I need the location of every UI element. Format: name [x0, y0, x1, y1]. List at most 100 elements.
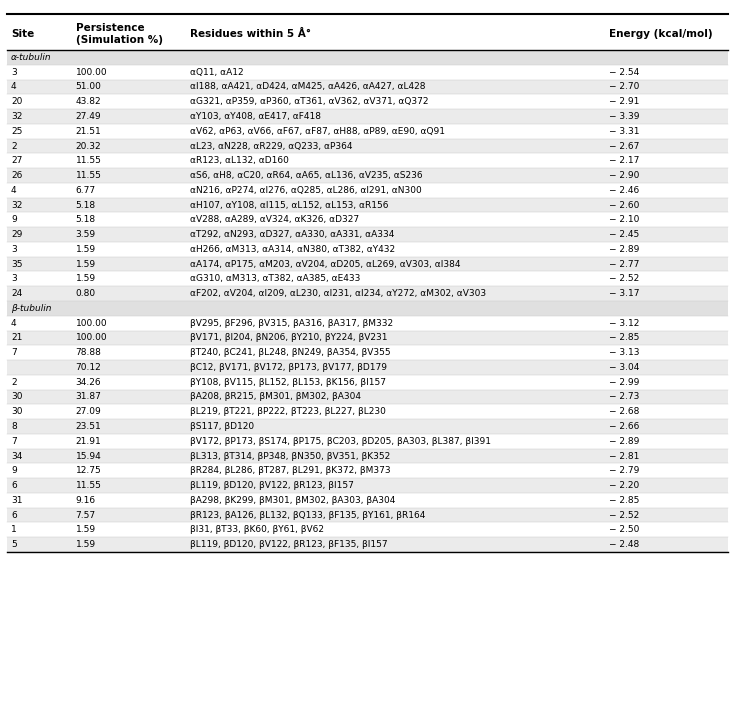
Text: 27.09: 27.09: [76, 407, 101, 416]
Text: 32: 32: [11, 200, 22, 209]
Text: − 2.73: − 2.73: [609, 392, 639, 401]
Text: 2: 2: [11, 378, 17, 387]
Text: 12.75: 12.75: [76, 466, 101, 475]
Text: βV172, βP173, βS174, βP175, βC203, βD205, βA303, βL387, βI391: βV172, βP173, βS174, βP175, βC203, βD205…: [190, 437, 491, 446]
Text: 1.59: 1.59: [76, 540, 96, 549]
Text: 8: 8: [11, 422, 17, 431]
Bar: [7, 109, 728, 124]
Text: 5.18: 5.18: [76, 215, 96, 224]
Text: 34: 34: [11, 451, 22, 460]
Bar: [7, 271, 728, 286]
Text: 1: 1: [11, 525, 17, 534]
Text: βL119, βD120, βV122, βR123, βF135, βI157: βL119, βD120, βV122, βR123, βF135, βI157: [190, 540, 387, 549]
Text: 27: 27: [11, 156, 22, 165]
Bar: [7, 301, 728, 316]
Text: − 2.67: − 2.67: [609, 141, 639, 150]
Text: − 2.17: − 2.17: [609, 156, 639, 165]
Text: 0.80: 0.80: [76, 289, 96, 298]
Bar: [7, 94, 728, 109]
Text: 6: 6: [11, 510, 17, 520]
Text: 30: 30: [11, 407, 23, 416]
Text: αA174, αP175, αM203, αV204, αD205, αL269, αV303, αI384: αA174, αP175, αM203, αV204, αD205, αL269…: [190, 259, 460, 269]
Text: βL119, βD120, βV122, βR123, βI157: βL119, βD120, βV122, βR123, βI157: [190, 481, 354, 490]
Text: βA298, βK299, βM301, βM302, βA303, βA304: βA298, βK299, βM301, βM302, βA303, βA304: [190, 496, 395, 505]
Text: 31: 31: [11, 496, 23, 505]
Text: 24: 24: [11, 289, 22, 298]
Text: − 2.91: − 2.91: [609, 97, 639, 106]
Text: αV288, αA289, αV324, αK326, αD327: αV288, αA289, αV324, αK326, αD327: [190, 215, 359, 224]
Bar: [7, 493, 728, 508]
Bar: [7, 389, 728, 404]
Text: 9: 9: [11, 215, 17, 224]
Text: 20: 20: [11, 97, 22, 106]
Text: 23.51: 23.51: [76, 422, 101, 431]
Text: − 2.89: − 2.89: [609, 245, 639, 254]
Bar: [7, 212, 728, 227]
Text: αG321, αP359, αP360, αT361, αV362, αV371, αQ372: αG321, αP359, αP360, αT361, αV362, αV371…: [190, 97, 428, 106]
Text: − 2.20: − 2.20: [609, 481, 639, 490]
Bar: [7, 124, 728, 138]
Text: 35: 35: [11, 259, 23, 269]
Text: αS6, αH8, αC20, αR64, αA65, αL136, αV235, αS236: αS6, αH8, αC20, αR64, αA65, αL136, αV235…: [190, 171, 422, 180]
Text: 4: 4: [11, 82, 17, 91]
Text: 5.18: 5.18: [76, 200, 96, 209]
Text: Persistence
(Simulation %): Persistence (Simulation %): [76, 22, 162, 45]
Text: βV295, βF296, βV315, βA316, βA317, βM332: βV295, βF296, βV315, βA316, βA317, βM332: [190, 318, 392, 328]
Text: 51.00: 51.00: [76, 82, 101, 91]
Bar: [7, 463, 728, 478]
Text: βI31, βT33, βK60, βY61, βV62: βI31, βT33, βK60, βY61, βV62: [190, 525, 323, 534]
Text: − 3.39: − 3.39: [609, 112, 639, 121]
Text: 6.77: 6.77: [76, 186, 96, 195]
Bar: [7, 522, 728, 537]
Bar: [7, 404, 728, 419]
Text: αG310, αM313, αT382, αA385, αE433: αG310, αM313, αT382, αA385, αE433: [190, 274, 360, 283]
Text: 15.94: 15.94: [76, 451, 101, 460]
Text: − 2.66: − 2.66: [609, 422, 639, 431]
Text: βR284, βL286, βT287, βL291, βK372, βM373: βR284, βL286, βT287, βL291, βK372, βM373: [190, 466, 390, 475]
Text: − 2.79: − 2.79: [609, 466, 639, 475]
Text: 32: 32: [11, 112, 22, 121]
Text: 100.00: 100.00: [76, 318, 107, 328]
Text: − 2.85: − 2.85: [609, 496, 639, 505]
Text: − 2.48: − 2.48: [609, 540, 639, 549]
Bar: [7, 257, 728, 271]
Text: 31.87: 31.87: [76, 392, 101, 401]
Text: 6: 6: [11, 481, 17, 490]
Text: 11.55: 11.55: [76, 481, 101, 490]
Text: 21.91: 21.91: [76, 437, 101, 446]
Text: βY108, βV115, βL152, βL153, βK156, βI157: βY108, βV115, βL152, βL153, βK156, βI157: [190, 378, 386, 387]
Text: − 2.46: − 2.46: [609, 186, 639, 195]
Bar: [7, 434, 728, 449]
Text: αN216, αP274, αI276, αQ285, αL286, αI291, αN300: αN216, αP274, αI276, αQ285, αL286, αI291…: [190, 186, 421, 195]
Text: 2: 2: [11, 141, 17, 150]
Bar: [7, 183, 728, 198]
Text: βA208, βR215, βM301, βM302, βA304: βA208, βR215, βM301, βM302, βA304: [190, 392, 361, 401]
Text: 3.59: 3.59: [76, 230, 96, 239]
Text: 11.55: 11.55: [76, 171, 101, 180]
Text: 3: 3: [11, 67, 17, 77]
Bar: [7, 286, 728, 301]
Text: 7: 7: [11, 348, 17, 357]
Text: Energy (kcal/mol): Energy (kcal/mol): [609, 29, 712, 39]
Text: 7.57: 7.57: [76, 510, 96, 520]
Bar: [7, 79, 728, 94]
Text: βL219, βT221, βP222, βT223, βL227, βL230: βL219, βT221, βP222, βT223, βL227, βL230: [190, 407, 385, 416]
Bar: [7, 330, 728, 345]
Text: 34.26: 34.26: [76, 378, 101, 387]
Text: 100.00: 100.00: [76, 67, 107, 77]
Text: − 3.12: − 3.12: [609, 318, 639, 328]
Text: αH107, αY108, αI115, αL152, αL153, αR156: αH107, αY108, αI115, αL152, αL153, αR156: [190, 200, 388, 209]
Text: αV62, αP63, αV66, αF67, αF87, αH88, αP89, αE90, αQ91: αV62, αP63, αV66, αF67, αF87, αH88, αP89…: [190, 127, 445, 136]
Text: αQ11, αA12: αQ11, αA12: [190, 67, 243, 77]
Bar: [7, 360, 728, 375]
Bar: [7, 345, 728, 360]
Text: β-tubulin: β-tubulin: [11, 304, 51, 313]
Text: 43.82: 43.82: [76, 97, 101, 106]
Text: βT240, βC241, βL248, βN249, βA354, βV355: βT240, βC241, βL248, βN249, βA354, βV355: [190, 348, 390, 357]
Text: 70.12: 70.12: [76, 363, 101, 372]
Text: 20.32: 20.32: [76, 141, 101, 150]
Text: 9: 9: [11, 466, 17, 475]
Text: − 2.90: − 2.90: [609, 171, 639, 180]
Text: − 3.17: − 3.17: [609, 289, 639, 298]
Text: Residues within 5 Å°: Residues within 5 Å°: [190, 29, 311, 39]
